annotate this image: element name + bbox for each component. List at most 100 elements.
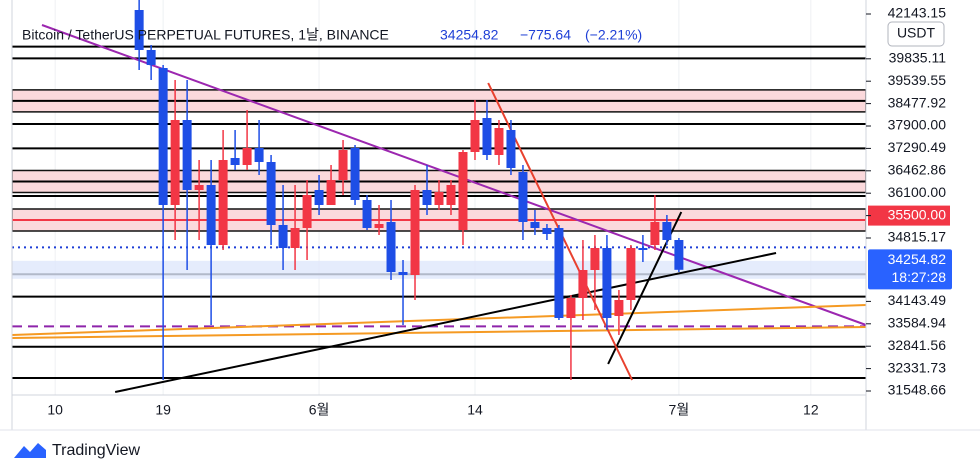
currency-badge-text[interactable]: USDT bbox=[897, 25, 936, 41]
x-tick-label: 19 bbox=[155, 402, 171, 418]
candle-body bbox=[422, 190, 432, 205]
last-price-box bbox=[868, 249, 952, 290]
candle-body bbox=[218, 160, 228, 245]
candle-body bbox=[626, 248, 636, 300]
candle-body bbox=[518, 172, 528, 222]
candle-body bbox=[146, 50, 156, 65]
header-change: −775.64 bbox=[520, 27, 571, 43]
price-label: 36100.00 bbox=[888, 184, 947, 200]
candle-body bbox=[230, 158, 240, 165]
header: Bitcoin / TetherUS PERPETUAL FUTURES, 1날… bbox=[22, 27, 642, 43]
price-label-box bbox=[868, 116, 950, 136]
brand[interactable]: TradingView bbox=[14, 442, 140, 459]
price-label-box bbox=[868, 358, 950, 379]
price-label-box bbox=[868, 313, 950, 334]
candle-body bbox=[674, 240, 684, 270]
candle-body bbox=[170, 120, 180, 205]
price-label-box bbox=[868, 93, 950, 114]
brand-name[interactable]: TradingView bbox=[52, 442, 140, 459]
price-label: 31548.66 bbox=[888, 382, 947, 398]
candle-body bbox=[266, 162, 276, 225]
x-tick-label: 14 bbox=[467, 402, 483, 418]
trend-line bbox=[12, 304, 866, 336]
price-label: 34815.17 bbox=[888, 229, 947, 245]
candle-body bbox=[650, 222, 660, 245]
header-change-pct: (−2.21%) bbox=[585, 27, 642, 43]
price-label: 42143.15 bbox=[888, 5, 947, 21]
trend-line bbox=[114, 252, 777, 393]
candle-body bbox=[614, 300, 624, 316]
candle-body bbox=[338, 150, 348, 180]
candle-body bbox=[506, 130, 516, 168]
price-label-box bbox=[868, 48, 950, 69]
candle-body bbox=[578, 270, 588, 298]
price-label-box bbox=[868, 160, 950, 181]
candle-body bbox=[590, 248, 600, 270]
candle-body bbox=[530, 222, 540, 228]
candle-body bbox=[662, 222, 672, 240]
x-tick-label: 7월 bbox=[669, 402, 690, 418]
currency-badge-box[interactable] bbox=[887, 21, 945, 47]
candle-body bbox=[350, 148, 360, 200]
x-tick-label: 12 bbox=[803, 402, 819, 418]
x-tick-label: 10 bbox=[47, 402, 63, 418]
price-label: 38477.92 bbox=[888, 94, 947, 110]
candle-body bbox=[362, 200, 372, 228]
price-label-box bbox=[868, 381, 950, 401]
price-label: 32841.56 bbox=[888, 337, 947, 353]
price-label-box bbox=[868, 4, 950, 24]
candle-body bbox=[290, 228, 300, 248]
candle-body bbox=[206, 185, 216, 245]
header-last-price: 34254.82 bbox=[440, 27, 499, 43]
price-label: 34143.49 bbox=[888, 292, 947, 308]
price-label-box bbox=[868, 71, 950, 92]
candle-body bbox=[326, 180, 336, 205]
candle-body bbox=[278, 225, 288, 248]
price-label: 35500.00 bbox=[888, 206, 947, 222]
candle-body bbox=[182, 120, 192, 190]
trend-line bbox=[41, 24, 866, 326]
price-label-box bbox=[868, 205, 950, 226]
brand-logo[interactable] bbox=[14, 443, 46, 458]
price-label-box bbox=[868, 336, 950, 357]
price-label-box bbox=[868, 291, 950, 312]
price-label-box bbox=[868, 183, 950, 204]
price-label: 33584.94 bbox=[888, 315, 947, 331]
price-label: 32331.73 bbox=[888, 359, 947, 375]
price-label: 39539.55 bbox=[888, 72, 947, 88]
currency-badge[interactable]: USDT bbox=[887, 21, 945, 47]
candle-body bbox=[446, 185, 456, 205]
candle-body bbox=[482, 118, 492, 155]
candle-body bbox=[398, 272, 408, 275]
candle-body bbox=[242, 148, 252, 165]
candle-body bbox=[470, 120, 480, 152]
candle-body bbox=[638, 248, 648, 250]
candle-body bbox=[434, 192, 444, 205]
candle-body bbox=[314, 190, 324, 205]
candle-body bbox=[566, 298, 576, 318]
candle-body bbox=[458, 152, 468, 230]
countdown: 18:27:28 bbox=[892, 269, 947, 285]
symbol-title: Bitcoin / TetherUS PERPETUAL FUTURES, 1날… bbox=[22, 27, 389, 43]
candle-body bbox=[254, 148, 264, 162]
price-axis: 42143.15 39835.11 39539.55 38477.92 37900.00… bbox=[866, 4, 952, 401]
price-label-box bbox=[868, 228, 950, 248]
candle-body bbox=[374, 224, 384, 228]
price-label: 37290.49 bbox=[888, 139, 947, 155]
plot-area bbox=[12, 0, 866, 395]
candle-body bbox=[302, 195, 312, 228]
candle-body bbox=[410, 190, 420, 275]
price-label: 39835.11 bbox=[889, 50, 947, 66]
price-label: 37900.00 bbox=[888, 117, 947, 133]
last-price-band bbox=[12, 260, 866, 279]
price-label: 36462.86 bbox=[888, 162, 947, 178]
price-label-box bbox=[868, 138, 950, 159]
x-tick-label: 6월 bbox=[309, 402, 330, 418]
candle-body bbox=[602, 248, 612, 318]
candle-body bbox=[542, 228, 552, 234]
candle-body bbox=[194, 185, 204, 190]
candle-body bbox=[494, 128, 504, 155]
candle-body bbox=[134, 10, 144, 50]
